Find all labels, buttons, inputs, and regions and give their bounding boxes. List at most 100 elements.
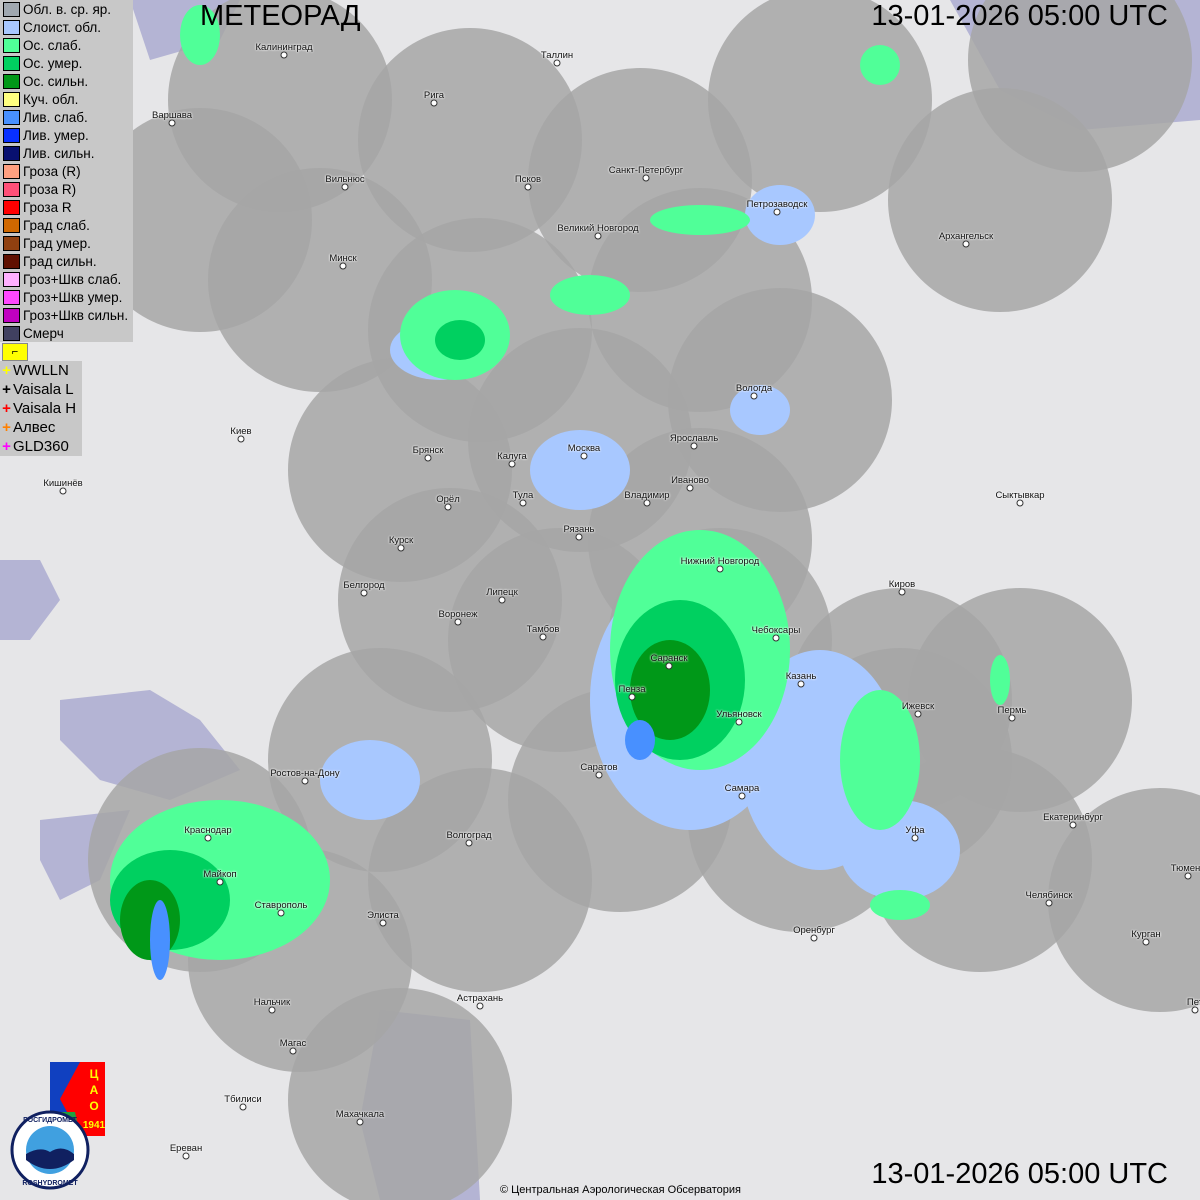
legend-swatch [3,199,20,215]
flag-icon[interactable]: ⌐ [2,343,28,361]
legend-item: Лив. сильн. [0,144,133,162]
svg-text:РОСГИДРОМЕТ: РОСГИДРОМЕТ [23,1117,78,1124]
city-label: Оренбург [793,925,835,936]
legend-label: Град сильн. [23,253,97,269]
city-marker [962,240,970,248]
radar-echoes [110,5,1010,980]
legend-swatch [3,253,20,269]
lightning-label: Алвес [13,419,56,436]
legend-item: Гроз+Шкв сильн. [0,306,133,324]
city-label: Нижний Новгород [680,556,760,567]
city-label: Архангельск [938,231,994,242]
lightning-item: + Vaisala L [0,380,82,399]
city-label: Чебоксары [751,625,801,636]
city-label: Ростов-на-Дону [270,768,340,779]
city-label: Иваново [671,475,709,486]
city-marker [444,503,452,511]
legend-item: Гроз+Шкв слаб. [0,270,133,288]
lightning-item: + WWLLN [0,361,82,380]
city-label: Ереван [169,1143,203,1154]
legend-label: Слоист. обл. [23,19,102,35]
city-label: Тюмень [1170,863,1200,874]
city-marker [476,1002,484,1010]
city-label: Самара [724,783,760,794]
legend-label: Град слаб. [23,217,90,233]
city-label: Псков [514,174,542,185]
city-marker [280,51,288,59]
city-label: Челябинск [1025,890,1073,901]
legend-swatch [3,145,20,161]
radar-coverage-circle [358,28,582,252]
cross-icon: + [2,362,11,379]
copyright: © Центральная Аэрологическая Обсерватори… [500,1184,741,1196]
city-label: Ульяновск [716,709,762,720]
city-label: Вологда [735,383,773,394]
legend-swatch [3,91,20,107]
lightning-label: WWLLN [13,362,69,379]
city-marker [716,565,724,573]
city-marker [277,909,285,917]
city-marker [339,262,347,270]
city-marker [397,544,405,552]
city-label: Астрахань [456,993,504,1004]
city-label: Майкоп [203,869,237,880]
city-label: Ставрополь [254,900,308,911]
legend-swatch [3,1,20,17]
city-marker [914,710,922,718]
legend-label: Гроза (R) [23,163,81,179]
legend-item: Ос. слаб. [0,36,133,54]
city-label: Тула [512,490,534,501]
city-label: Брянск [412,445,444,456]
legend-item: Ос. сильн. [0,72,133,90]
city-label: Краснодар [184,825,232,836]
city-marker [182,1152,190,1160]
cross-icon: + [2,381,11,398]
city-marker [1191,1006,1199,1014]
city-label: Тбилиси [224,1094,262,1105]
city-marker [553,59,561,67]
legend-label: Ос. слаб. [23,37,82,53]
svg-text:ROSHYDROMET: ROSHYDROMET [22,1180,78,1187]
legend-label: Гроза R) [23,181,77,197]
legend-item: Лив. слаб. [0,108,133,126]
legend-swatch [3,307,20,323]
city-label: Магас [279,1038,307,1049]
city-marker [1069,821,1077,829]
legend-item: Ос. умер. [0,54,133,72]
legend-item: Лив. умер. [0,126,133,144]
city-label: Волгоград [446,830,492,841]
lightning-item: + Vaisala H [0,399,82,418]
city-marker [524,183,532,191]
legend-item: Обл. в. ср. яр. [0,0,133,18]
legend-label: Лив. слаб. [23,109,88,125]
legend-label: Гроз+Шкв слаб. [23,271,122,287]
city-marker [216,878,224,886]
city-marker [268,1006,276,1014]
city-marker [204,834,212,842]
legend-label: Гроз+Шкв сильн. [23,307,129,323]
city-label: Курск [388,535,414,546]
city-label: Липецк [486,587,518,598]
city-label: Сыктывкар [995,490,1045,501]
city-marker [356,1118,364,1126]
legend-item: Гроза (R) [0,162,133,180]
city-label: Калуга [497,451,527,462]
city-label: Калининград [255,42,313,53]
city-marker [575,533,583,541]
city-marker [454,618,462,626]
legend-item: Куч. обл. [0,90,133,108]
city-marker [643,499,651,507]
city-marker [168,119,176,127]
city-label: Саранск [650,653,688,664]
city-marker [424,454,432,462]
legend-label: Град умер. [23,235,91,251]
city-marker [1142,938,1150,946]
city-marker [1184,872,1192,880]
legend-swatch [3,37,20,53]
city-label: Пет [1186,997,1200,1008]
city-marker [628,693,636,701]
city-label: Кишинёв [43,478,83,489]
lightning-item: + Алвес [0,418,82,437]
city-marker [642,174,650,182]
